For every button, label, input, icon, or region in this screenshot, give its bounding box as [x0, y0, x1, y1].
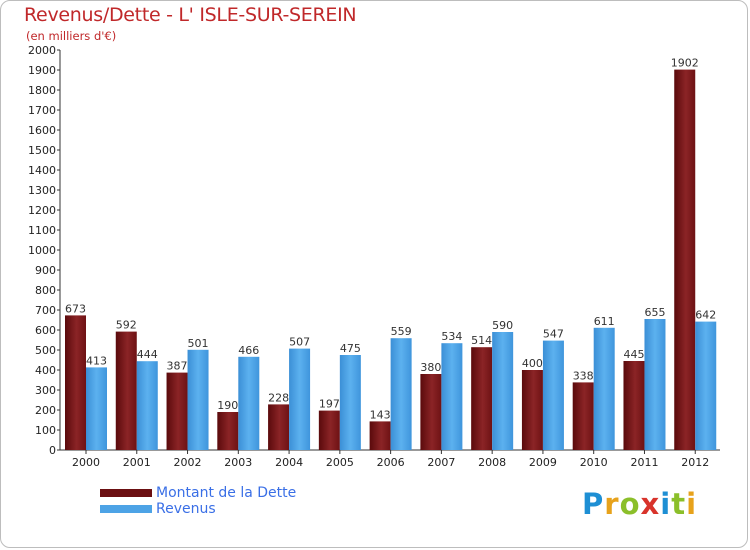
- bar-debt-2006: [369, 421, 391, 450]
- bar-debt-2007: [420, 374, 442, 450]
- bar-revenus-2009: [542, 340, 564, 450]
- y-tick-label: 700: [35, 304, 56, 317]
- bar-debt-2009: [521, 370, 543, 450]
- bar-revenus-2002: [187, 349, 209, 450]
- bar-revenus-2011: [644, 319, 666, 450]
- y-tick-label: 1200: [28, 204, 56, 217]
- bar-debt-2003: [217, 412, 239, 450]
- y-tick-label: 2000: [28, 44, 56, 57]
- bar-revenus-2010: [593, 327, 615, 450]
- bar-revenus-2008: [492, 332, 514, 450]
- x-tick-label: 2002: [174, 456, 202, 469]
- data-label-debt-2005: 197: [319, 398, 340, 411]
- data-label-debt-2011: 445: [623, 348, 644, 361]
- chart-subtitle: (en milliers d'€): [26, 29, 117, 43]
- y-tick-label: 1300: [28, 184, 56, 197]
- proxiti-logo: Proxiti: [582, 487, 698, 521]
- bar-debt-2002: [166, 372, 188, 450]
- data-label-revenus-2003: 466: [238, 344, 259, 357]
- data-label-debt-2004: 228: [268, 391, 289, 404]
- x-tick-label: 2003: [224, 456, 252, 469]
- x-tick-label: 2011: [630, 456, 658, 469]
- x-tick-label: 2006: [377, 456, 405, 469]
- x-tick-label: 2010: [580, 456, 608, 469]
- y-tick-label: 200: [35, 404, 56, 417]
- bar-revenus-2006: [390, 338, 412, 450]
- data-label-debt-2012: 1902: [671, 57, 699, 70]
- bar-debt-2000: [65, 315, 86, 450]
- legend-label-debt: Montant de la Dette: [156, 485, 297, 501]
- y-tick-label: 1900: [28, 64, 56, 77]
- x-tick-label: 2000: [72, 456, 100, 469]
- y-tick-label: 400: [35, 364, 56, 377]
- data-label-debt-2003: 190: [217, 399, 238, 412]
- x-tick-label: 2009: [529, 456, 557, 469]
- legend-label-revenus: Revenus: [156, 501, 216, 517]
- data-label-revenus-2008: 590: [492, 319, 513, 332]
- y-tick-label: 1400: [28, 164, 56, 177]
- bar-revenus-2003: [238, 356, 260, 450]
- bar-debt-2008: [471, 347, 493, 450]
- data-label-revenus-2002: 501: [188, 337, 209, 350]
- data-label-revenus-2010: 611: [594, 315, 615, 328]
- y-tick-label: 1500: [28, 144, 56, 157]
- data-label-revenus-2005: 475: [340, 342, 361, 355]
- data-label-debt-2009: 400: [522, 357, 543, 370]
- y-tick-label: 500: [35, 344, 56, 357]
- legend-swatch-debt: [100, 489, 152, 497]
- data-label-revenus-2012: 642: [695, 309, 716, 322]
- x-tick-label: 2004: [275, 456, 303, 469]
- y-tick-label: 1000: [28, 244, 56, 257]
- y-tick-label: 300: [35, 384, 56, 397]
- bar-debt-2001: [115, 331, 137, 450]
- bar-debt-2010: [572, 382, 594, 450]
- data-label-debt-2006: 143: [370, 408, 391, 421]
- y-tick-label: 1600: [28, 124, 56, 137]
- y-tick-label: 100: [35, 424, 56, 437]
- x-tick-label: 2008: [478, 456, 506, 469]
- bar-revenus-2007: [441, 343, 463, 450]
- data-label-debt-2002: 387: [167, 360, 188, 373]
- data-label-debt-2001: 592: [116, 319, 137, 332]
- y-tick-label: 0: [49, 444, 56, 457]
- legend-swatch-revenus: [100, 505, 152, 513]
- y-tick-label: 1800: [28, 84, 56, 97]
- bar-debt-2005: [318, 410, 340, 450]
- y-tick-label: 600: [35, 324, 56, 337]
- data-label-debt-2008: 514: [471, 334, 492, 347]
- data-label-revenus-2000: 413: [86, 354, 107, 367]
- bar-debt-2011: [623, 361, 645, 450]
- bar-revenus-2004: [289, 348, 311, 450]
- data-label-revenus-2011: 655: [644, 306, 665, 319]
- bar-revenus-2005: [339, 355, 361, 450]
- data-label-revenus-2009: 547: [543, 328, 564, 341]
- bar-revenus-2001: [136, 361, 158, 450]
- y-tick-label: 800: [35, 284, 56, 297]
- bar-layer: [65, 69, 717, 450]
- bar-debt-2012: [674, 69, 696, 450]
- data-label-debt-2010: 338: [573, 369, 594, 382]
- x-tick-label: 2012: [681, 456, 709, 469]
- data-label-revenus-2001: 444: [137, 348, 158, 361]
- data-label-debt-2007: 380: [420, 361, 441, 374]
- chart-title: Revenus/Dette - L' ISLE-SUR-SEREIN: [24, 4, 357, 26]
- y-tick-label: 1700: [28, 104, 56, 117]
- bar-revenus-2012: [695, 321, 717, 450]
- x-tick-label: 2001: [123, 456, 151, 469]
- y-tick-label: 1100: [28, 224, 56, 237]
- bar-revenus-2000: [86, 367, 107, 450]
- data-label-revenus-2007: 534: [441, 330, 462, 343]
- axis-layer: 0 100 200 300 400 500 600 700 800 900 1000 1100 1200…: [28, 44, 720, 469]
- data-label-revenus-2004: 507: [289, 336, 310, 349]
- x-tick-label: 2007: [427, 456, 455, 469]
- y-tick-label: 900: [35, 264, 56, 277]
- data-label-debt-2000: 673: [65, 302, 86, 315]
- bar-debt-2004: [268, 404, 290, 450]
- data-label-revenus-2006: 559: [391, 325, 412, 338]
- x-tick-label: 2005: [326, 456, 354, 469]
